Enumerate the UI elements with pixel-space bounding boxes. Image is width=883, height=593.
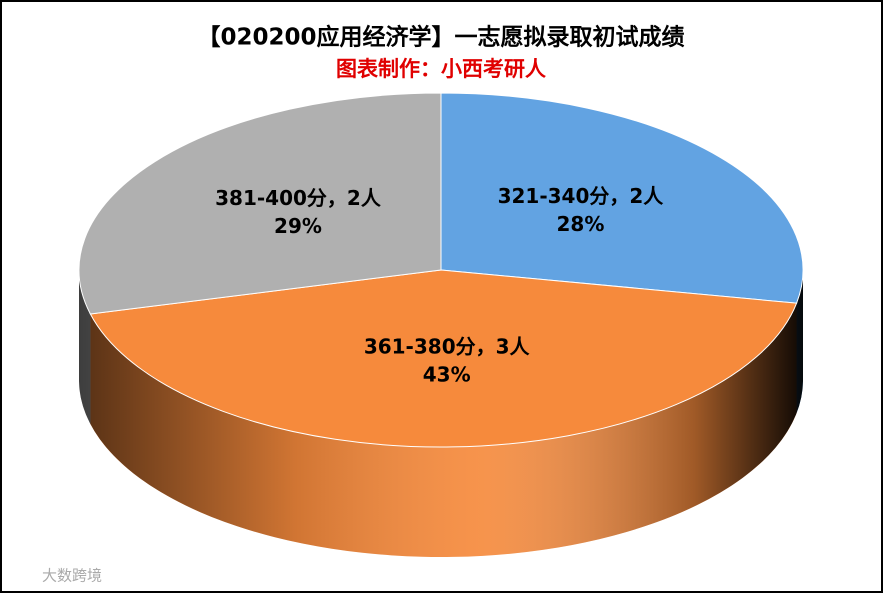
slice bbox=[440, 92, 804, 304]
value-label: 28% bbox=[557, 212, 605, 236]
slice bbox=[89, 269, 798, 448]
slice bbox=[78, 92, 442, 315]
watermark: 大数跨境 bbox=[42, 567, 102, 585]
chart-subtitle: 图表制作：小西考研人 bbox=[336, 57, 546, 81]
slice-label: 361-380分，3人 bbox=[364, 334, 531, 358]
slice-label: 321-340分，2人 bbox=[498, 184, 665, 208]
chart-title: 【020200应用经济学】一志愿拟录取初试成绩 bbox=[197, 24, 684, 51]
value-label: 43% bbox=[423, 362, 471, 386]
side-shading bbox=[79, 270, 803, 557]
value-label: 29% bbox=[274, 214, 322, 238]
slice-label: 381-400分，2人 bbox=[215, 186, 382, 210]
